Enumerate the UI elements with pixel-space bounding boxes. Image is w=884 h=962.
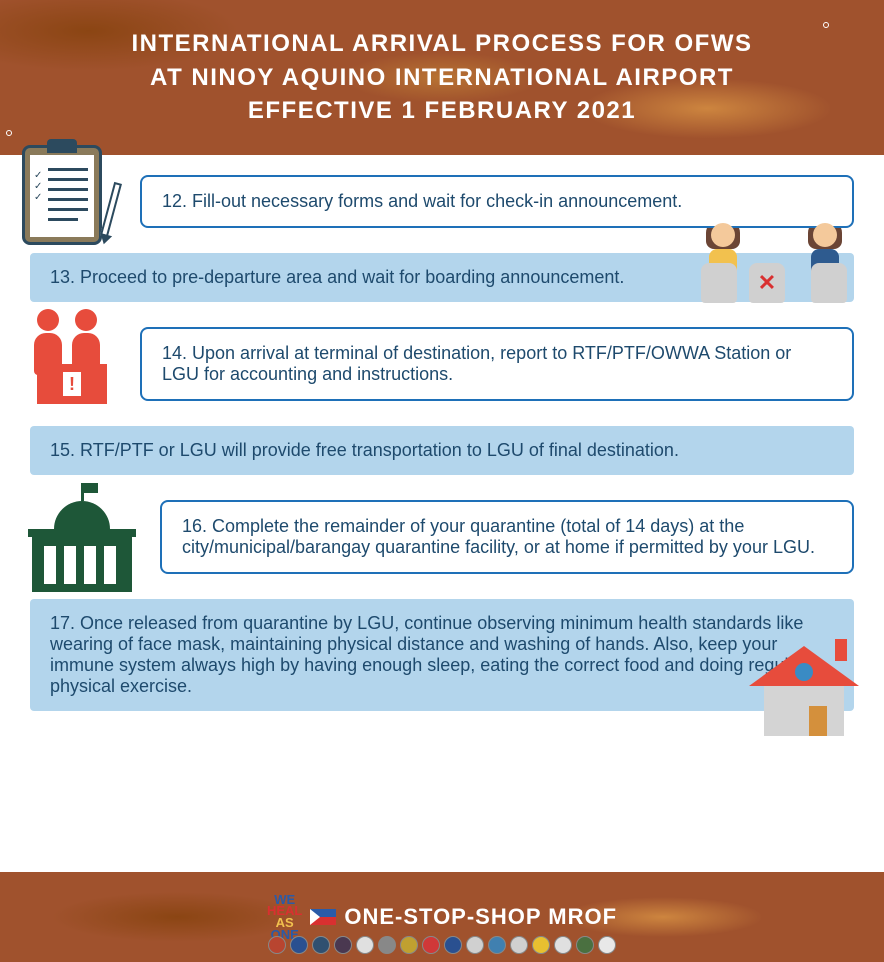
step-13: ✕ 13. Proceed to pre-departure area and … (30, 253, 854, 302)
content-area: ✓ ✓ ✓ 12. Fill-out necessary forms and w… (0, 155, 884, 746)
we-heal-as-one-logo: WE HEAL AS ONE (267, 894, 302, 941)
step-17-text: 17. Once released from quarantine by LGU… (50, 613, 804, 696)
step-14: ! 14. Upon arrival at terminal of destin… (140, 327, 854, 401)
header-title-line1: INTERNATIONAL ARRIVAL PROCESS FOR OFWS (131, 27, 752, 61)
step-16: 16. Complete the remainder of your quara… (160, 500, 854, 574)
header-title-line2: AT NINOY AQUINO INTERNATIONAL AIRPORT (150, 61, 734, 95)
decorative-dot (6, 130, 12, 136)
government-building-icon (27, 477, 137, 592)
step-12-text: 12. Fill-out necessary forms and wait fo… (162, 191, 682, 211)
agency-seals (268, 936, 616, 954)
step-16-text: 16. Complete the remainder of your quara… (182, 516, 815, 557)
clipboard-icon: ✓ ✓ ✓ (22, 137, 117, 247)
footer-logo: WE HEAL AS ONE ONE-STOP-SHOP MROF (267, 894, 617, 941)
philippine-flag-icon (310, 909, 336, 925)
step-13-text: 13. Proceed to pre-departure area and wa… (50, 267, 624, 287)
house-icon (749, 636, 859, 736)
footer-banner: WE HEAL AS ONE ONE-STOP-SHOP MROF (0, 872, 884, 962)
social-distance-icon: ✕ (699, 213, 859, 303)
step-15-text: 15. RTF/PTF or LGU will provide free tra… (50, 440, 679, 460)
step-17: 17. Once released from quarantine by LGU… (30, 599, 854, 711)
header-banner: INTERNATIONAL ARRIVAL PROCESS FOR OFWS A… (0, 0, 884, 155)
step-15: 15. RTF/PTF or LGU will provide free tra… (30, 426, 854, 475)
header-title-line3: EFFECTIVE 1 FEBRUARY 2021 (248, 94, 636, 128)
decorative-dot (823, 22, 829, 28)
step-14-text: 14. Upon arrival at terminal of destinat… (162, 343, 791, 384)
footer-text: ONE-STOP-SHOP MROF (344, 904, 617, 930)
reception-icon: ! (22, 309, 122, 409)
